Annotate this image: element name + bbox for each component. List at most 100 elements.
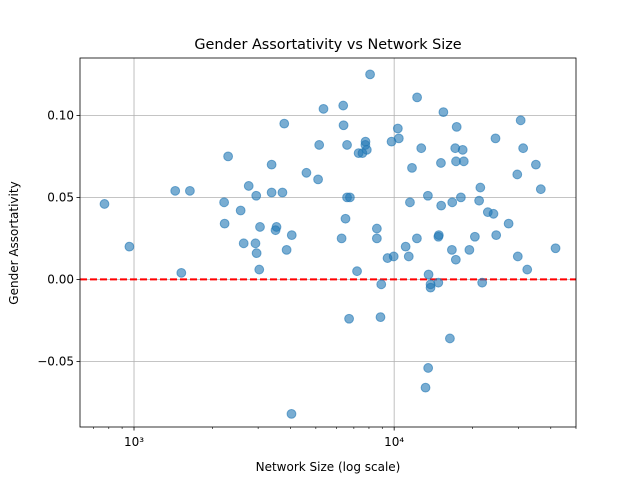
- data-point: [170, 185, 181, 196]
- data-point: [455, 192, 466, 203]
- data-point: [405, 197, 415, 208]
- data-point: [477, 277, 488, 288]
- data-point: [512, 169, 523, 180]
- data-point: [266, 159, 277, 170]
- data-point: [238, 238, 249, 249]
- data-point: [376, 279, 387, 290]
- y-tick-label: 0.05: [47, 191, 74, 205]
- y-axis-label: Gender Assortativity: [7, 181, 21, 304]
- data-point: [371, 233, 382, 244]
- data-point: [491, 230, 502, 241]
- data-point: [446, 244, 457, 255]
- data-point: [360, 136, 371, 147]
- x-tick-label: 10⁴: [384, 435, 404, 449]
- data-point: [286, 408, 297, 419]
- data-point: [99, 199, 110, 209]
- data-point: [518, 143, 529, 154]
- data-point: [464, 244, 475, 255]
- y-tick-label: 0.10: [47, 109, 74, 123]
- data-point: [338, 100, 349, 111]
- data-point: [475, 182, 486, 193]
- data-point: [318, 103, 329, 114]
- points-layer: [99, 69, 561, 419]
- data-point: [365, 69, 375, 80]
- x-axis-label: Network Size (log scale): [256, 460, 401, 474]
- data-point: [251, 248, 262, 259]
- data-point: [243, 181, 254, 191]
- axes-layer: 10³ 10⁴ −0.05 0.00 0.05 0.10: [37, 57, 577, 449]
- data-point: [255, 222, 265, 232]
- data-point: [342, 140, 352, 150]
- data-point: [423, 363, 434, 373]
- data-point: [423, 269, 434, 280]
- plot-frame: [79, 57, 577, 428]
- data-point: [503, 218, 514, 229]
- data-point: [345, 192, 355, 203]
- data-point: [271, 222, 282, 232]
- data-point: [490, 133, 501, 144]
- data-point: [416, 143, 427, 154]
- data-point: [219, 197, 230, 208]
- data-point: [451, 121, 462, 132]
- data-point: [400, 241, 411, 252]
- data-point: [393, 133, 404, 144]
- data-point: [250, 238, 261, 249]
- data-point: [176, 267, 187, 278]
- data-point: [277, 187, 288, 198]
- data-point: [375, 312, 386, 323]
- data-point: [301, 167, 312, 178]
- data-point: [457, 144, 468, 155]
- data-point: [522, 264, 533, 275]
- data-point: [445, 333, 455, 344]
- data-point: [403, 251, 414, 262]
- data-point: [550, 243, 561, 254]
- data-point: [407, 162, 417, 173]
- data-point: [433, 230, 444, 241]
- data-point: [438, 107, 449, 118]
- y-tick-label: 0.00: [47, 273, 74, 287]
- data-point: [279, 118, 290, 129]
- data-point: [313, 174, 323, 185]
- data-point: [286, 230, 297, 241]
- data-point: [352, 266, 362, 277]
- data-point: [254, 264, 265, 275]
- data-point: [474, 195, 485, 206]
- x-tick-label: 10³: [124, 435, 144, 449]
- data-point: [336, 233, 347, 244]
- data-point: [488, 208, 499, 219]
- data-point: [469, 231, 480, 242]
- data-point: [436, 200, 447, 211]
- data-point: [530, 159, 541, 170]
- data-point: [235, 205, 246, 216]
- data-point: [344, 313, 354, 324]
- data-point: [420, 382, 431, 393]
- data-point: [412, 233, 422, 244]
- chart-title: Gender Assortativity vs Network Size: [194, 37, 461, 53]
- data-point: [281, 244, 292, 255]
- data-point: [436, 158, 446, 168]
- data-point: [185, 185, 195, 196]
- data-point: [388, 251, 399, 262]
- data-point: [450, 254, 461, 265]
- data-point: [314, 140, 325, 150]
- y-tick-label: −0.05: [37, 355, 74, 369]
- data-point: [458, 156, 469, 167]
- data-point: [512, 251, 523, 262]
- data-point: [412, 92, 422, 103]
- data-point: [447, 197, 458, 208]
- data-point: [371, 223, 382, 234]
- data-point: [535, 184, 546, 195]
- data-point: [361, 144, 372, 155]
- data-point: [266, 187, 277, 198]
- data-point: [219, 218, 230, 229]
- data-point: [340, 213, 351, 224]
- data-point: [423, 190, 433, 201]
- data-point: [338, 120, 349, 131]
- data-point: [223, 151, 234, 162]
- data-point: [392, 123, 403, 134]
- data-point: [124, 241, 135, 252]
- data-point: [251, 190, 262, 201]
- data-point: [515, 115, 526, 126]
